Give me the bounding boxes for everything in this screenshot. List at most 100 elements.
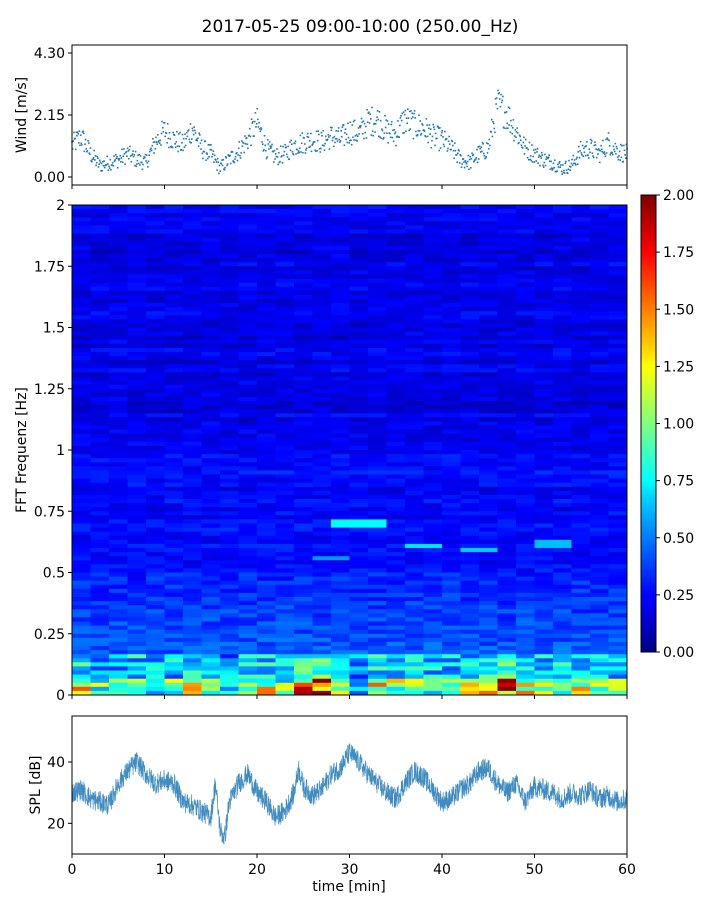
wind-point (520, 144, 523, 147)
spectrogram-cell (257, 686, 277, 692)
spectrogram-cell (312, 560, 332, 565)
wind-point (575, 158, 578, 160)
wind-point (514, 129, 517, 131)
spectrogram-cell (479, 617, 499, 622)
spectrogram-cell (238, 307, 258, 312)
spectrogram-cell (90, 499, 110, 504)
spectrogram-cell (164, 531, 184, 537)
wind-point (524, 145, 526, 147)
spectrogram-cell (312, 597, 332, 602)
spectrogram-cell (534, 376, 554, 381)
spectrogram-cell (127, 597, 147, 602)
spectrogram-cell (220, 682, 240, 688)
spectrogram-cell (590, 576, 610, 582)
spectrogram-cell (571, 625, 591, 631)
wind-point (267, 143, 270, 145)
spectrogram-cell (257, 588, 277, 594)
spectrogram-cell (146, 274, 166, 279)
wind-point (437, 126, 439, 128)
wind-point (286, 156, 289, 158)
spectrogram-cell (294, 556, 314, 561)
spectrogram-cell (571, 576, 591, 582)
wind-point (123, 148, 125, 150)
spectrogram-cell (516, 466, 536, 471)
spectrogram-cell (442, 686, 462, 692)
spectrogram-cell (460, 458, 480, 463)
spectrogram-cell (127, 437, 147, 443)
spectrogram-cell (275, 670, 295, 675)
wind-point (99, 161, 102, 164)
spectrogram-cell (479, 637, 499, 643)
spectrogram-cell (164, 213, 184, 218)
spectrogram-cell (201, 396, 221, 402)
spectrogram-cell (72, 490, 92, 496)
spectrogram-cell (331, 298, 351, 304)
wind-point (505, 111, 508, 113)
wind-point (496, 107, 499, 110)
wind-point (298, 151, 300, 154)
spectrogram-cell (608, 482, 627, 488)
spectrogram-cell (423, 327, 443, 332)
spectrogram-cell (479, 503, 499, 508)
spectrogram-cell (386, 205, 406, 210)
spectrogram-cell (349, 462, 369, 467)
spectrogram-cell (423, 356, 443, 361)
spl-ylabel: SPL [dB] (28, 756, 44, 815)
spectrogram-cell (516, 454, 536, 459)
spectrogram-cell (516, 249, 536, 255)
wind-point (110, 169, 112, 171)
spectrogram-cell (312, 474, 332, 479)
spectrogram-cell (479, 474, 499, 479)
spectrogram-cell (405, 433, 425, 439)
wind-point (225, 157, 228, 159)
wind-point (279, 160, 281, 163)
spectrogram-cell (164, 331, 184, 337)
wind-point (454, 149, 457, 152)
spectrogram-cell (479, 421, 499, 426)
spectrogram-cell (516, 331, 536, 337)
wind-point (358, 125, 361, 127)
wind-point (520, 139, 522, 141)
spectrogram-cell (183, 433, 203, 439)
spectrogram-cell (238, 229, 258, 234)
spectrogram-cell (368, 531, 388, 537)
spectrogram-cell (183, 274, 203, 279)
spectrogram-cell (571, 564, 591, 569)
spectrogram-cell (127, 303, 147, 308)
spectrogram-cell (127, 686, 147, 692)
spectrogram-cell (608, 429, 627, 435)
spectrogram-cell (146, 564, 166, 569)
spectrogram-cell (442, 298, 462, 304)
wind-point (282, 145, 284, 148)
wind-point (484, 157, 487, 160)
wind-point (604, 153, 606, 155)
wind-point (197, 137, 199, 140)
spectrogram-cell (164, 621, 184, 626)
spectrogram-cell (479, 384, 499, 390)
spectrogram-cell (516, 654, 536, 659)
spectrogram-cell (201, 376, 221, 381)
spectrogram-cell (127, 511, 147, 516)
spectrogram-cell (368, 327, 388, 332)
spectrogram-cell (294, 560, 314, 565)
spectrogram-cell (405, 613, 425, 618)
wind-points (71, 89, 628, 175)
spectrogram-cell (571, 478, 591, 484)
spectrogram-cell (497, 556, 517, 561)
wind-point (142, 157, 145, 160)
wind-point (314, 149, 316, 152)
spectrogram-cell (460, 376, 480, 381)
spectrogram-cell (571, 413, 591, 418)
wind-point (202, 157, 204, 160)
spectrogram-cell (127, 258, 147, 263)
spectrogram-cell (386, 241, 406, 247)
spectrogram-cell (312, 654, 332, 659)
spectrogram-cell (534, 368, 554, 373)
spectrogram-cell (479, 552, 499, 557)
wind-point (586, 141, 588, 143)
wind-point (366, 108, 368, 111)
wind-point (194, 132, 197, 134)
spectrogram-cell (368, 343, 388, 349)
spectrogram-cell (590, 543, 610, 549)
spectrogram-cell (516, 360, 536, 365)
